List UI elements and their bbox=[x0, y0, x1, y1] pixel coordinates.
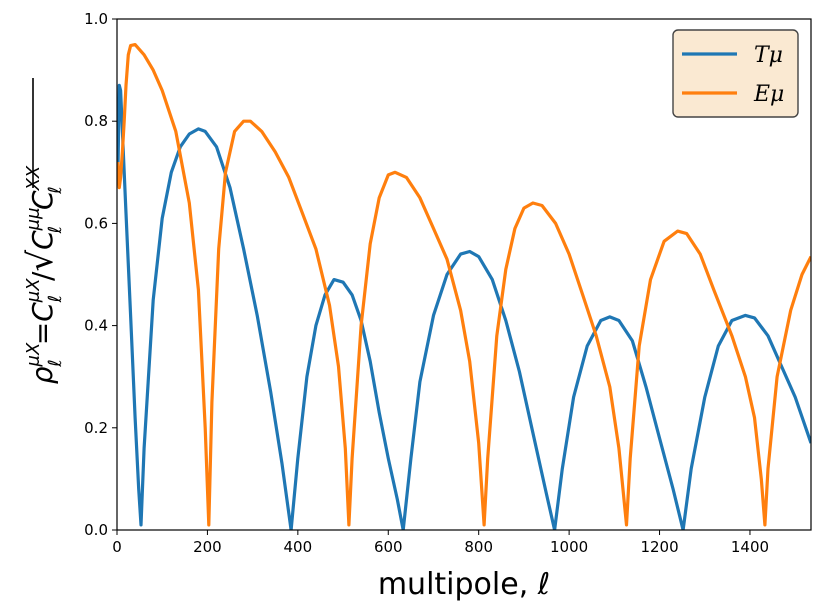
y-title-d1-sup: μμ bbox=[23, 207, 44, 231]
x-tick-label: 1000 bbox=[550, 538, 588, 556]
y-tick-label: 1.0 bbox=[84, 10, 108, 28]
legend-label-t-mu: Tμ bbox=[754, 43, 783, 68]
y-title-eq: = bbox=[26, 322, 59, 345]
y-title-d2-sub: ℓ bbox=[45, 186, 66, 194]
legend-label-e-mu: Eμ bbox=[753, 82, 784, 107]
plot-frame bbox=[116, 18, 812, 531]
y-title-rho-sup: μX bbox=[23, 342, 44, 367]
legend: Tμ Eμ bbox=[672, 29, 799, 118]
x-tick-label: 1400 bbox=[731, 538, 769, 556]
plot-lines bbox=[117, 42, 811, 530]
y-tick-label: 0.6 bbox=[84, 214, 108, 232]
x-axis-title: multipole, ℓ bbox=[378, 567, 550, 602]
y-tick-label: 0.2 bbox=[84, 419, 108, 437]
x-tick-label: 200 bbox=[193, 538, 222, 556]
y-axis: 0.0 0.2 0.4 0.6 0.8 1.0 bbox=[84, 10, 117, 539]
x-tick-label: 1200 bbox=[640, 538, 678, 556]
y-title-num: C bbox=[26, 302, 59, 322]
y-tick-label: 0.4 bbox=[84, 317, 108, 335]
x-tick-label: 400 bbox=[284, 538, 313, 556]
y-title-slash: / bbox=[26, 271, 59, 281]
y-title-num-sup: μX bbox=[23, 278, 44, 303]
y-axis-title: ρμXℓ=CμXℓ/√CμμℓCXXℓ bbox=[21, 165, 66, 384]
series-line-t-mu bbox=[117, 83, 811, 530]
y-title-d1-sub: ℓ bbox=[45, 226, 66, 234]
y-title-rho-sub: ℓ bbox=[45, 359, 66, 367]
y-title-d1: C bbox=[26, 230, 59, 250]
x-tick-label: 600 bbox=[374, 538, 403, 556]
y-title-rho: ρ bbox=[26, 366, 59, 384]
series-line-e-mu bbox=[117, 42, 811, 527]
y-tick-label: 0.8 bbox=[84, 112, 108, 130]
x-tick-label: 0 bbox=[112, 538, 122, 556]
legend-box bbox=[672, 29, 799, 118]
y-title-num-sub: ℓ bbox=[45, 295, 66, 303]
x-tick-label: 800 bbox=[464, 538, 493, 556]
y-title-sqrt-sign: √ bbox=[21, 250, 61, 272]
x-axis: 0 200 400 600 800 1000 1200 1400 bbox=[112, 530, 769, 556]
y-tick-label: 0.0 bbox=[84, 521, 108, 539]
y-title-d2: C bbox=[26, 190, 59, 210]
